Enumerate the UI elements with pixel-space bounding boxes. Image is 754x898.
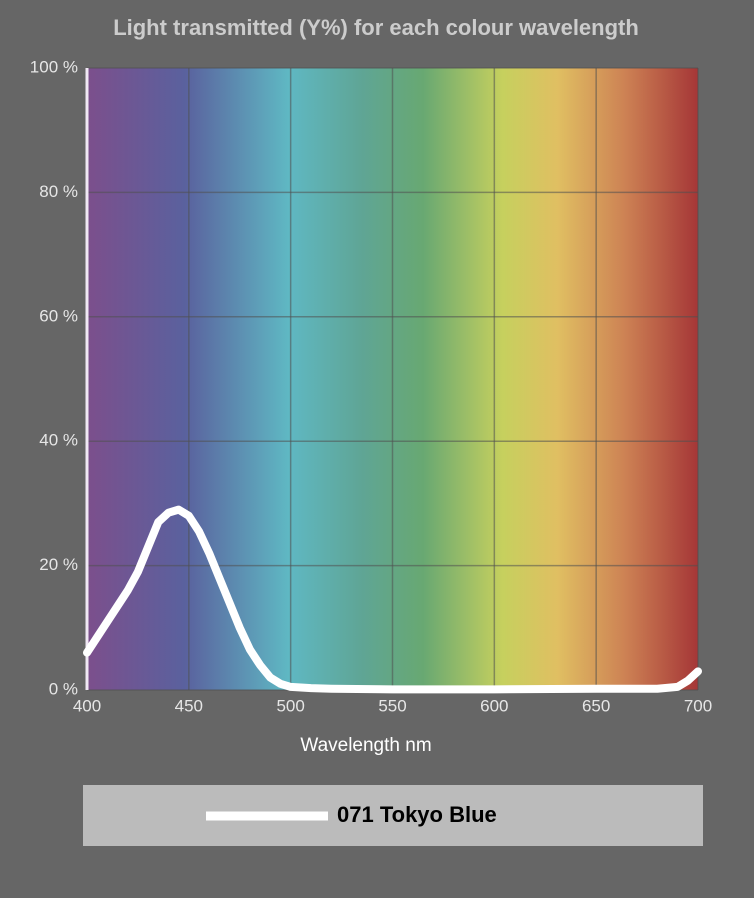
y-tick-label: 80 % [39,182,78,201]
x-tick-label: 550 [378,696,406,715]
data-line [83,505,702,694]
x-tick-label: 600 [480,696,508,715]
x-tick-label: 500 [276,696,304,715]
x-tick-label: 400 [73,696,101,715]
x-tick-label: 700 [684,696,712,715]
y-tick-label: 60 % [39,306,78,325]
legend [83,785,703,846]
x-tick-label: 650 [582,696,610,715]
y-tick-label: 40 % [39,431,78,450]
x-axis-label: Wavelength nm [300,735,431,756]
legend-label: 071 Tokyo Blue [337,802,497,827]
chart-title: Light transmitted (Y%) for each colour w… [113,15,639,40]
y-tick-label: 20 % [39,555,78,574]
x-tick-label: 450 [175,696,203,715]
y-tick-label: 100 % [30,57,78,76]
y-tick-label: 0 % [49,679,78,698]
